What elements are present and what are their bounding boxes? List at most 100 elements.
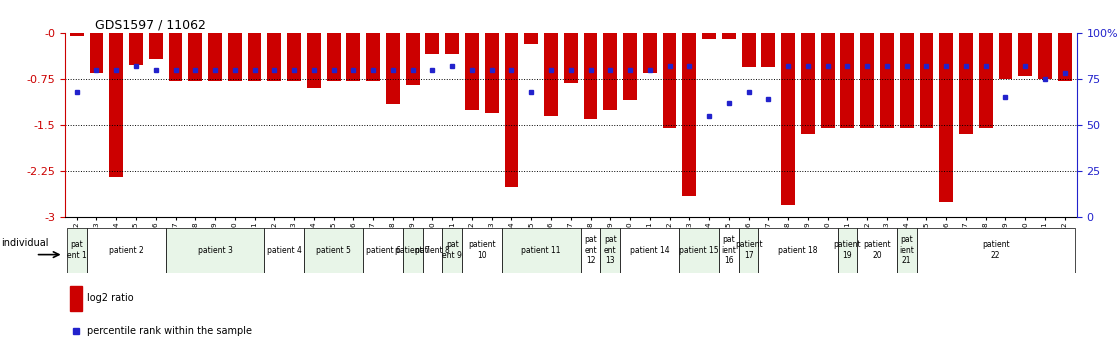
Bar xyxy=(347,33,360,81)
Bar xyxy=(880,33,893,128)
Bar xyxy=(169,33,182,81)
Bar xyxy=(1039,33,1052,79)
Text: patient 6: patient 6 xyxy=(366,246,400,255)
Bar xyxy=(900,33,913,128)
Text: log2 ratio: log2 ratio xyxy=(87,294,134,304)
Bar xyxy=(643,33,656,73)
Bar xyxy=(287,33,301,81)
FancyBboxPatch shape xyxy=(620,228,680,273)
Text: patient 3: patient 3 xyxy=(198,246,233,255)
FancyBboxPatch shape xyxy=(739,228,758,273)
Bar xyxy=(584,33,597,119)
Text: individual: individual xyxy=(1,238,49,248)
FancyBboxPatch shape xyxy=(265,228,304,273)
Text: pat
ient
21: pat ient 21 xyxy=(899,235,915,265)
Bar xyxy=(504,33,519,187)
Text: GDS1597 / 11062: GDS1597 / 11062 xyxy=(95,19,206,32)
FancyBboxPatch shape xyxy=(580,228,600,273)
Text: pat
ent
13: pat ent 13 xyxy=(604,235,617,265)
FancyBboxPatch shape xyxy=(443,228,462,273)
Bar xyxy=(228,33,241,81)
Bar xyxy=(1018,33,1032,76)
FancyBboxPatch shape xyxy=(402,228,423,273)
Bar xyxy=(761,33,775,67)
Bar xyxy=(406,33,419,85)
Bar xyxy=(69,33,84,36)
Text: patient
10: patient 10 xyxy=(468,240,495,260)
Text: pat
ient
16: pat ient 16 xyxy=(721,235,737,265)
Text: pat
ent
12: pat ent 12 xyxy=(584,235,597,265)
Text: patient
17: patient 17 xyxy=(735,240,762,260)
Bar xyxy=(89,33,103,73)
FancyBboxPatch shape xyxy=(897,228,917,273)
FancyBboxPatch shape xyxy=(600,228,620,273)
Bar xyxy=(129,33,143,65)
Bar xyxy=(386,33,400,104)
Bar xyxy=(623,33,637,100)
Text: patient 18: patient 18 xyxy=(778,246,817,255)
FancyBboxPatch shape xyxy=(758,228,837,273)
Text: patient 4: patient 4 xyxy=(267,246,302,255)
Text: patient 8: patient 8 xyxy=(415,246,449,255)
FancyBboxPatch shape xyxy=(680,228,719,273)
Bar xyxy=(445,33,459,54)
FancyBboxPatch shape xyxy=(719,228,739,273)
Bar xyxy=(1058,33,1072,81)
FancyBboxPatch shape xyxy=(423,228,443,273)
Text: patient 11: patient 11 xyxy=(521,246,561,255)
Bar xyxy=(248,33,262,81)
Text: percentile rank within the sample: percentile rank within the sample xyxy=(87,326,252,336)
Bar xyxy=(702,33,716,39)
FancyBboxPatch shape xyxy=(86,228,165,273)
FancyBboxPatch shape xyxy=(837,228,858,273)
Bar xyxy=(544,33,558,116)
Bar xyxy=(149,33,162,59)
Text: patient
19: patient 19 xyxy=(834,240,861,260)
Bar xyxy=(188,33,202,81)
Bar xyxy=(841,33,854,128)
Bar xyxy=(821,33,834,128)
Bar xyxy=(563,33,578,83)
Bar xyxy=(524,33,538,44)
Bar xyxy=(604,33,617,110)
Bar xyxy=(781,33,795,205)
FancyBboxPatch shape xyxy=(67,228,86,273)
Bar xyxy=(110,33,123,177)
FancyBboxPatch shape xyxy=(858,228,897,273)
Bar xyxy=(465,33,479,110)
Text: patient
22: patient 22 xyxy=(982,240,1010,260)
Bar xyxy=(722,33,736,39)
FancyBboxPatch shape xyxy=(363,228,402,273)
Text: patient 14: patient 14 xyxy=(629,246,670,255)
Bar xyxy=(326,33,341,81)
Bar xyxy=(939,33,954,202)
Bar xyxy=(267,33,282,81)
Bar xyxy=(485,33,499,113)
Bar xyxy=(70,286,82,311)
Bar xyxy=(959,33,973,134)
Bar xyxy=(208,33,222,81)
FancyBboxPatch shape xyxy=(165,228,265,273)
Bar xyxy=(800,33,815,134)
Text: patient 2: patient 2 xyxy=(108,246,143,255)
Text: pat
ent 1: pat ent 1 xyxy=(67,240,86,260)
Bar xyxy=(682,33,697,196)
Bar xyxy=(741,33,756,67)
Bar xyxy=(663,33,676,128)
Text: patient
20: patient 20 xyxy=(863,240,891,260)
FancyBboxPatch shape xyxy=(304,228,363,273)
Bar xyxy=(919,33,934,128)
FancyBboxPatch shape xyxy=(462,228,502,273)
Bar xyxy=(998,33,1013,79)
FancyBboxPatch shape xyxy=(917,228,1074,273)
Text: patient 5: patient 5 xyxy=(316,246,351,255)
Bar xyxy=(367,33,380,81)
Bar xyxy=(860,33,874,128)
Text: patient 15: patient 15 xyxy=(680,246,719,255)
Bar xyxy=(979,33,993,128)
Bar xyxy=(307,33,321,88)
FancyBboxPatch shape xyxy=(502,228,580,273)
Text: patient 7: patient 7 xyxy=(395,246,430,255)
Bar xyxy=(426,33,439,54)
Text: pat
ent 9: pat ent 9 xyxy=(443,240,462,260)
